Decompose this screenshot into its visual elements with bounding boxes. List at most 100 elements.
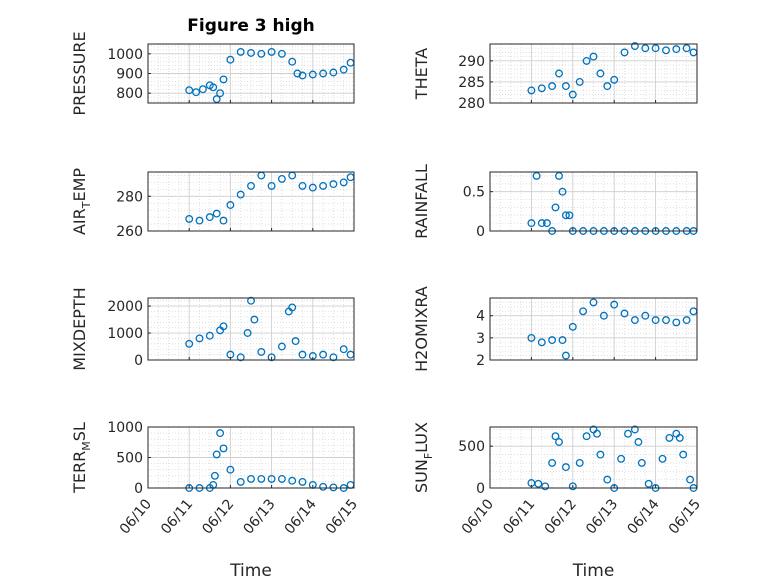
data-point: [247, 474, 255, 483]
y-tick-label: 0: [134, 481, 143, 497]
data-series: [527, 42, 698, 99]
data-point: [277, 174, 286, 183]
data-point: [185, 214, 194, 223]
axes-frame: [147, 171, 355, 232]
data-point: [634, 438, 643, 446]
data-point: [257, 347, 266, 356]
y-axis-label: MIXDEPTH: [70, 287, 89, 370]
y-tick-label: 0.5: [463, 185, 485, 201]
data-point: [277, 474, 286, 483]
data-point: [537, 219, 546, 228]
data-point: [219, 216, 228, 225]
data-series: [185, 47, 355, 104]
y-tick-label: 280: [116, 189, 143, 205]
data-point: [582, 56, 591, 65]
data-point: [329, 353, 338, 362]
y-tick-label: 290: [458, 54, 485, 70]
chart-title: Figure 3 high: [187, 16, 315, 36]
x-tick-label: 06/13: [583, 496, 621, 537]
data-point: [216, 89, 225, 98]
y-axis-label: PRESSURE: [70, 31, 89, 115]
subplot-5: 0 1000 2000 MIXDEPTH: [70, 287, 355, 371]
data-point: [672, 45, 681, 54]
y-tick-label: 260: [116, 224, 143, 240]
data-point: [319, 69, 328, 78]
data-point: [541, 482, 550, 491]
data-point: [675, 433, 684, 442]
data-point: [603, 82, 612, 91]
y-axis-label-part: AIR: [70, 208, 89, 235]
data-point: [212, 450, 221, 459]
subplot-6: 2 3 4 H2OMIXRA: [412, 286, 698, 372]
y-tick-label: 4: [476, 309, 485, 325]
data-point: [568, 90, 577, 99]
data-point: [243, 329, 252, 337]
data-point: [329, 180, 338, 189]
data-point: [537, 84, 546, 93]
data-point: [267, 474, 276, 483]
data-point: [257, 49, 266, 58]
plot-area: [490, 172, 697, 231]
subplot-2: 280 285 290 THETA: [412, 42, 698, 112]
data-point: [329, 483, 338, 492]
data-point: [579, 307, 588, 316]
data-point: [548, 458, 557, 467]
data-point: [662, 316, 670, 325]
data-point: [620, 48, 629, 57]
y-tick-label: 1000: [107, 47, 143, 63]
data-point: [575, 77, 584, 86]
x-axis-label: Time: [572, 561, 615, 581]
x-tick-label: 06/10: [459, 496, 497, 537]
y-axis-label-part: SL: [70, 422, 89, 441]
data-point: [216, 429, 225, 438]
data-point: [277, 49, 286, 58]
data-point: [644, 479, 653, 488]
data-point: [198, 85, 207, 94]
x-tick-label: 06/15: [666, 496, 704, 537]
x-tick-label: 06/12: [199, 496, 237, 537]
data-point: [226, 201, 235, 209]
data-point: [226, 55, 235, 64]
data-point: [686, 475, 695, 484]
data-point: [257, 474, 266, 483]
data-point: [603, 475, 612, 484]
data-point: [247, 181, 255, 190]
data-point: [195, 334, 204, 343]
data-point: [561, 211, 570, 220]
data-point: [212, 209, 221, 218]
data-point: [247, 48, 255, 57]
data-point: [298, 350, 307, 359]
data-point: [561, 82, 570, 91]
y-tick-label: 800: [116, 86, 143, 102]
data-point: [192, 88, 201, 97]
data-point: [593, 429, 601, 438]
data-point: [555, 171, 563, 180]
data-point: [308, 70, 317, 79]
data-point: [679, 450, 688, 459]
data-point: [596, 69, 605, 78]
subplot-3: 260 280 AIRTEMP: [70, 168, 355, 240]
data-point: [293, 69, 302, 78]
data-point: [565, 211, 574, 220]
data-series: [185, 296, 355, 362]
data-point: [527, 219, 536, 228]
plot-area: [148, 172, 354, 231]
subplot-4: 0 0.5 RAINFALL: [412, 164, 698, 240]
axes-frame: [489, 297, 698, 361]
data-point: [219, 322, 228, 331]
y-tick-label: 500: [458, 439, 485, 455]
data-point: [620, 309, 629, 318]
x-tick-label: 06/10: [117, 496, 155, 537]
data-point: [575, 458, 584, 467]
data-point: [599, 311, 608, 320]
data-point: [551, 432, 560, 441]
y-axis-label: TERRMSL: [70, 422, 93, 494]
y-axis-label-part: SUN: [412, 459, 431, 493]
data-point: [548, 336, 557, 345]
data-series: [527, 298, 698, 360]
y-tick-label: 1000: [107, 420, 143, 436]
data-point: [630, 42, 639, 51]
data-point: [277, 342, 286, 351]
y-axis-label: RAINFALL: [412, 164, 431, 239]
